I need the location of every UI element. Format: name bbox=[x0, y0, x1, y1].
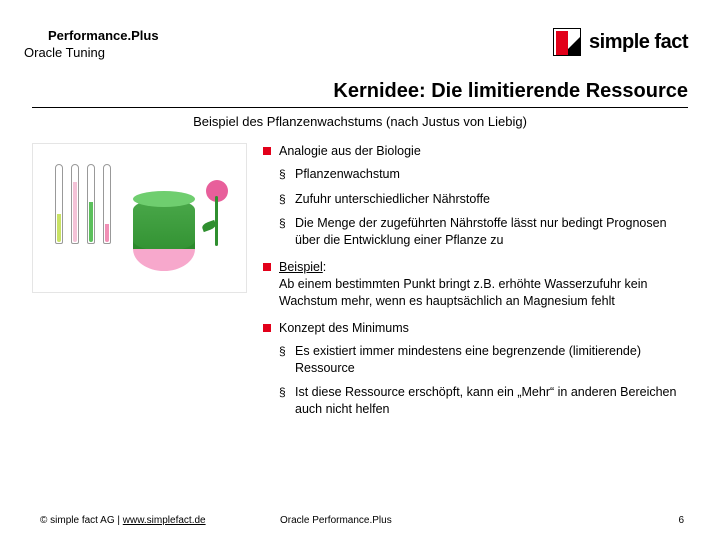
sub-bullet: Ist diese Ressource erschöpft, kann ein … bbox=[279, 384, 688, 418]
bullet-text: : Ab einem bestimmten Punkt bringt z.B. … bbox=[279, 260, 647, 308]
content-area: Analogie aus der Biologie Pflanzenwachst… bbox=[0, 139, 720, 428]
slide-header: Performance.Plus Oracle Tuning simple fa… bbox=[0, 0, 720, 70]
copyright-text: © simple fact AG | bbox=[40, 515, 123, 526]
header-line1: Performance.Plus bbox=[24, 28, 159, 45]
sub-bullet: Zufuhr unterschiedlicher Nährstoffe bbox=[279, 191, 688, 208]
header-left: Performance.Plus Oracle Tuning bbox=[24, 28, 159, 62]
bullet-analogy: Analogie aus der Biologie Pflanzenwachst… bbox=[263, 143, 688, 249]
footer-center: Oracle Performance.Plus bbox=[280, 515, 392, 526]
bullet-minimum: Konzept des Minimums Es existiert immer … bbox=[263, 320, 688, 418]
header-line2: Oracle Tuning bbox=[24, 45, 159, 62]
footer-link[interactable]: www.simplefact.de bbox=[123, 515, 206, 526]
barrel-icon bbox=[133, 199, 195, 259]
sub-bullet: Pflanzenwachstum bbox=[279, 166, 688, 183]
bullet-text: Konzept des Minimums bbox=[279, 321, 409, 335]
bullet-label: Beispiel bbox=[279, 260, 323, 274]
brand-logo: simple fact bbox=[553, 28, 688, 56]
title-rule bbox=[32, 107, 688, 108]
slide-footer: © simple fact AG | www.simplefact.de Ora… bbox=[0, 515, 720, 526]
flower-icon bbox=[202, 178, 232, 248]
footer-left: © simple fact AG | www.simplefact.de bbox=[40, 515, 206, 526]
logo-mark-icon bbox=[553, 28, 581, 56]
slide-subtitle: Beispiel des Pflanzenwachstums (nach Jus… bbox=[0, 114, 720, 139]
bullet-example: Beispiel: Ab einem bestimmten Punkt brin… bbox=[263, 259, 688, 310]
logo-text: simple fact bbox=[589, 31, 688, 54]
liebig-barrel-diagram bbox=[32, 143, 247, 293]
sub-bullet: Die Menge der zugeführten Nährstoffe läs… bbox=[279, 215, 688, 249]
nutrient-tube bbox=[71, 164, 79, 244]
bullet-text: Analogie aus der Biologie bbox=[279, 144, 421, 158]
nutrient-tube bbox=[55, 164, 63, 244]
nutrient-tube bbox=[103, 164, 111, 244]
page-number: 6 bbox=[678, 515, 684, 526]
bullet-list: Analogie aus der Biologie Pflanzenwachst… bbox=[263, 143, 688, 428]
slide-title: Kernidee: Die limitierende Ressource bbox=[0, 70, 720, 105]
sub-bullet: Es existiert immer mindestens eine begre… bbox=[279, 343, 688, 377]
nutrient-tube bbox=[87, 164, 95, 244]
